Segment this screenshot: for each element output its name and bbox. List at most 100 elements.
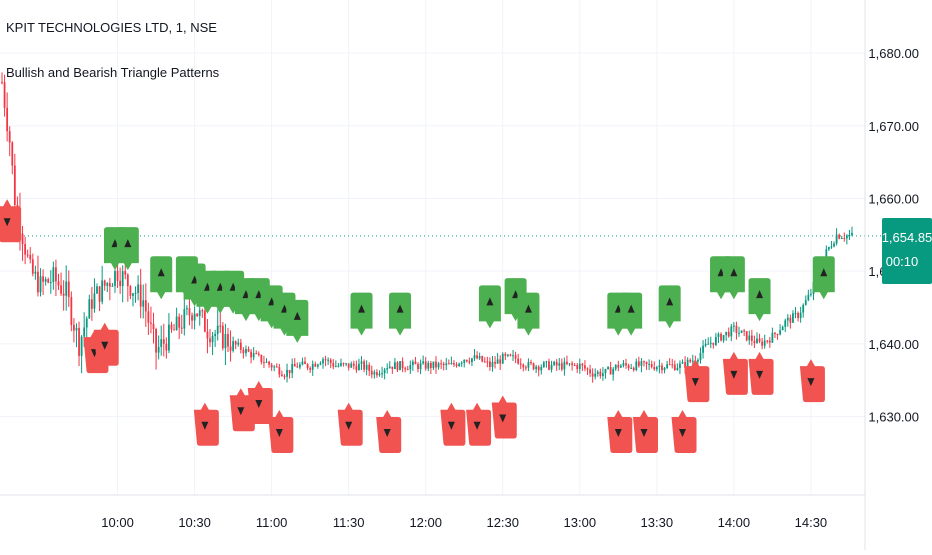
candle-body bbox=[684, 362, 686, 368]
candle-body bbox=[11, 142, 14, 166]
bullish-triangle-icon bbox=[293, 311, 301, 320]
candle-body bbox=[70, 297, 73, 325]
candle-body bbox=[630, 367, 633, 369]
bullish-label bbox=[150, 256, 173, 300]
bearish-triangle-icon bbox=[201, 421, 209, 430]
bullish-triangle-icon bbox=[524, 304, 532, 313]
candle-body bbox=[180, 327, 183, 329]
axes: 1,630.001,640.001,650.001,660.001,670.00… bbox=[0, 0, 919, 550]
candle-body bbox=[394, 362, 396, 370]
candle-body bbox=[789, 317, 792, 323]
candle-body bbox=[802, 304, 805, 313]
candle-body bbox=[214, 333, 217, 337]
candle-body bbox=[26, 254, 29, 256]
y-tick-label: 1,660.00 bbox=[868, 191, 919, 206]
bullish-triangle-icon bbox=[216, 282, 224, 291]
candle-body bbox=[622, 363, 625, 366]
candle-body bbox=[614, 364, 617, 369]
candle-body bbox=[206, 331, 209, 339]
candle-body bbox=[619, 365, 622, 368]
bearish-label bbox=[0, 199, 22, 243]
bullish-triangle-icon bbox=[191, 275, 199, 284]
candle-body bbox=[435, 361, 437, 368]
candle-body bbox=[296, 366, 299, 368]
candle-body bbox=[689, 359, 692, 362]
candle-body bbox=[686, 359, 689, 368]
candle-body bbox=[334, 366, 337, 368]
candle-body bbox=[419, 363, 422, 370]
candle-body bbox=[401, 361, 404, 369]
y-tick-label: 1,630.00 bbox=[868, 410, 919, 425]
candle-body bbox=[527, 362, 530, 368]
x-tick-label: 14:30 bbox=[795, 515, 828, 530]
candle-body bbox=[504, 353, 507, 356]
candle-body bbox=[810, 294, 812, 296]
candle-body bbox=[781, 326, 784, 331]
candle-body bbox=[363, 361, 365, 370]
candle-body bbox=[250, 351, 252, 358]
candle-body bbox=[792, 313, 794, 323]
candle-body bbox=[643, 361, 645, 363]
candle-body bbox=[404, 368, 407, 370]
candle-body bbox=[67, 281, 70, 298]
bullish-label bbox=[620, 292, 643, 336]
candle-body bbox=[106, 283, 109, 286]
bullish-triangle-icon bbox=[820, 268, 828, 277]
candle-body bbox=[537, 366, 540, 371]
candle-body bbox=[178, 316, 181, 328]
candle-body bbox=[709, 342, 712, 344]
candle-body bbox=[80, 336, 83, 356]
candle-body bbox=[132, 293, 134, 296]
candle-body bbox=[265, 361, 268, 363]
candle-body bbox=[75, 327, 78, 331]
candle-body bbox=[532, 363, 535, 370]
candle-body bbox=[650, 364, 653, 368]
candle-body bbox=[55, 267, 57, 282]
candle-body bbox=[655, 367, 658, 370]
candle-body bbox=[535, 366, 538, 370]
candle-body bbox=[471, 358, 473, 363]
candle-body bbox=[542, 362, 545, 367]
candle-body bbox=[3, 82, 6, 108]
candle-body bbox=[573, 364, 576, 366]
candle-body bbox=[550, 364, 553, 370]
candle-body bbox=[530, 362, 532, 364]
x-tick-label: 12:00 bbox=[409, 515, 442, 530]
x-tick-label: 12:30 bbox=[486, 515, 519, 530]
candle-body bbox=[553, 361, 556, 365]
candle-body bbox=[566, 361, 568, 365]
candle-body bbox=[691, 360, 694, 362]
candle-body bbox=[851, 232, 853, 235]
candle-body bbox=[509, 354, 512, 356]
candle-body bbox=[42, 276, 44, 282]
candle-body bbox=[273, 366, 276, 368]
candle-body bbox=[160, 339, 163, 347]
grid bbox=[0, 0, 865, 495]
candle-body bbox=[648, 364, 651, 366]
candle-body bbox=[661, 365, 663, 371]
candle-body bbox=[283, 376, 286, 378]
candle-body bbox=[609, 367, 612, 375]
candle-body bbox=[39, 276, 42, 293]
candle-body bbox=[725, 331, 728, 336]
candle-body bbox=[845, 235, 848, 239]
candle-body bbox=[455, 364, 458, 366]
candle-body bbox=[584, 365, 586, 369]
candle-body bbox=[602, 373, 604, 376]
candle-body bbox=[370, 370, 373, 375]
candle-body bbox=[60, 285, 62, 294]
candle-body bbox=[478, 356, 481, 359]
candle-body bbox=[350, 363, 353, 368]
candle-body bbox=[637, 361, 640, 366]
bearish-triangle-icon bbox=[237, 407, 245, 416]
candle-body bbox=[237, 342, 240, 345]
candle-body bbox=[239, 342, 242, 350]
candle-body bbox=[653, 367, 656, 370]
bullish-triangle-icon bbox=[358, 304, 366, 313]
candle-body bbox=[627, 365, 630, 369]
candle-body bbox=[304, 361, 306, 365]
candle-body bbox=[476, 355, 478, 359]
candle-body bbox=[442, 363, 445, 366]
